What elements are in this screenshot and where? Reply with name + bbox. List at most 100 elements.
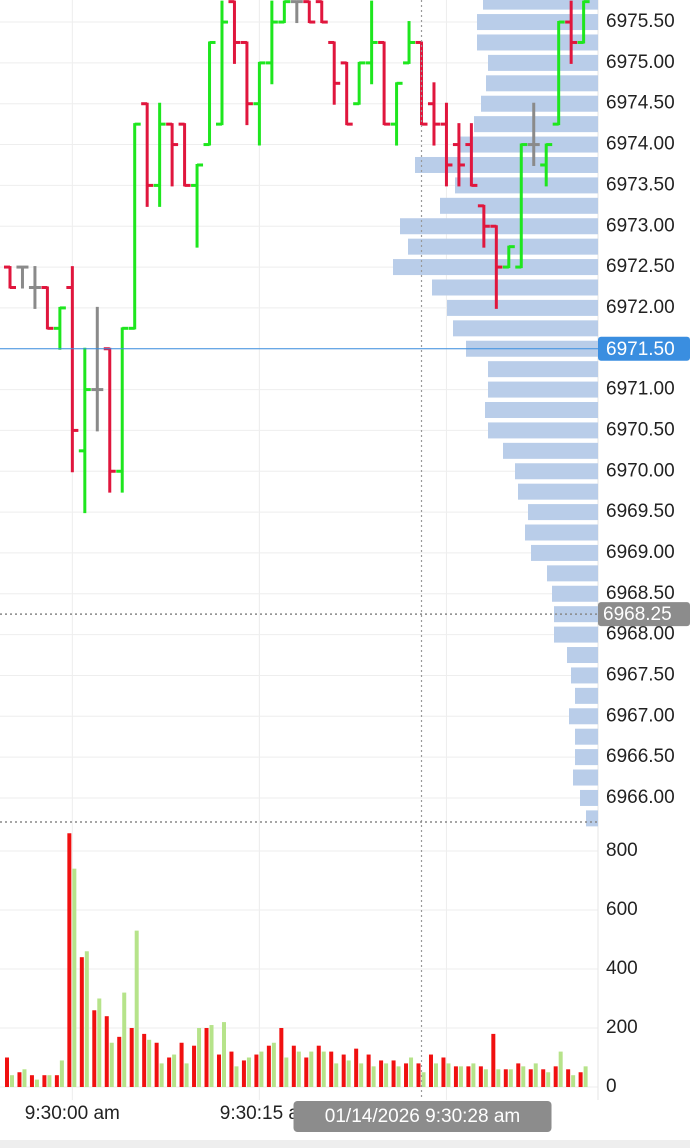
ohlc-bar xyxy=(365,0,378,85)
y-tick-label: 6968.50 xyxy=(606,583,675,604)
ohlc-bar xyxy=(328,40,341,105)
ohlc-bar xyxy=(403,21,416,65)
volume-bar xyxy=(54,1075,59,1087)
volume-bar xyxy=(321,1051,326,1087)
volume-bar xyxy=(241,1060,246,1087)
volume-bar xyxy=(34,1079,39,1087)
ohlc-bar xyxy=(565,0,578,64)
y-tick-label: 6975.50 xyxy=(606,11,675,32)
ohlc-bar xyxy=(16,265,29,289)
profile-bar xyxy=(573,769,598,786)
volume-bar xyxy=(59,1060,64,1087)
ohlc-bar xyxy=(191,163,204,248)
ohlc-bar xyxy=(440,102,453,187)
volume-bar xyxy=(416,1063,421,1087)
y-tick-label: 6974.50 xyxy=(606,93,675,114)
ohlc-bar xyxy=(240,40,253,126)
volume-bar xyxy=(179,1042,184,1087)
x-tick-label: 9:30:15 a xyxy=(220,1103,300,1124)
ohlc-bar xyxy=(490,224,503,309)
volume-bar xyxy=(67,833,72,1087)
profile-bar xyxy=(569,708,598,725)
profile-bar xyxy=(503,442,598,459)
profile-bar xyxy=(528,504,598,521)
volume-bar xyxy=(42,1075,47,1087)
profile-bar xyxy=(575,728,598,745)
volume-bar xyxy=(541,1069,546,1087)
volume-bar xyxy=(304,1057,309,1087)
profile-bar xyxy=(488,54,598,71)
volume-bar xyxy=(147,1039,152,1087)
ohlc-bar xyxy=(153,102,166,207)
ohlc-bar xyxy=(128,122,141,330)
ohlc-bar xyxy=(303,0,316,24)
volume-bar xyxy=(122,992,127,1087)
y-tick-label: 400 xyxy=(606,958,638,979)
crosshair-time-box xyxy=(293,1101,552,1132)
ohlc-bar xyxy=(502,245,515,269)
volume-bar xyxy=(17,1072,22,1087)
ohlc-bar xyxy=(427,82,440,146)
ohlc-bar xyxy=(340,61,353,126)
ohlc-bar xyxy=(315,0,328,24)
ohlc-bar xyxy=(540,143,553,187)
volume-bar xyxy=(172,1054,177,1087)
volume-bar xyxy=(271,1042,276,1087)
volume-bar xyxy=(104,1016,109,1087)
ohlc-bar xyxy=(116,326,129,493)
volume-bar xyxy=(503,1069,508,1087)
volume-bar xyxy=(142,1033,147,1087)
bottom-bar xyxy=(0,1140,690,1148)
profile-bar xyxy=(455,177,598,194)
volume-bar xyxy=(246,1057,251,1087)
profile-bar xyxy=(567,647,598,664)
volume-bar xyxy=(209,1025,214,1087)
ohlc-bar xyxy=(4,265,16,289)
volume-bar xyxy=(84,951,89,1087)
last-price-label: 6971.50 xyxy=(606,339,675,360)
ohlc-bar xyxy=(78,347,91,514)
ohlc-bar xyxy=(527,102,540,166)
y-tick-label: 6966.50 xyxy=(606,746,675,767)
profile-bar xyxy=(453,320,598,337)
ohlc-bar xyxy=(203,40,216,147)
volume-bar xyxy=(458,1066,463,1087)
y-tick-label: 0 xyxy=(606,1076,617,1097)
crosshair-price-label: 6968.25 xyxy=(603,604,672,625)
profile-bar xyxy=(474,116,598,133)
volume-bar xyxy=(47,1075,52,1087)
y-tick-label: 6967.50 xyxy=(606,664,675,685)
profile-bar xyxy=(586,810,598,827)
volume-bar xyxy=(316,1045,321,1087)
volume-bar xyxy=(29,1075,34,1087)
profile-bar xyxy=(580,789,598,806)
profile-bar xyxy=(575,749,598,766)
volume-bar xyxy=(421,1072,426,1087)
ohlc-bar xyxy=(215,0,228,126)
volume-bar xyxy=(566,1069,571,1087)
volume-bar xyxy=(359,1063,364,1087)
profile-bar xyxy=(571,667,598,684)
profile-bar xyxy=(552,585,598,602)
volume-bar xyxy=(478,1066,483,1087)
profile-bar xyxy=(488,361,598,378)
volume-bar xyxy=(234,1066,239,1087)
profile-bar xyxy=(486,75,598,92)
volume-bar xyxy=(346,1060,351,1087)
volume-bar xyxy=(329,1051,334,1087)
y-tick-label: 200 xyxy=(606,1017,638,1038)
volume-bar xyxy=(216,1054,221,1087)
y-tick-label: 6975.00 xyxy=(606,52,675,73)
volume-bar xyxy=(441,1057,446,1087)
volume-bar xyxy=(154,1042,159,1087)
volume-bar xyxy=(72,868,77,1087)
profile xyxy=(393,0,598,827)
volume-bar xyxy=(92,1010,97,1087)
last-price-box xyxy=(598,336,690,361)
volume-bar xyxy=(334,1063,339,1087)
y-tick-label: 6973.50 xyxy=(606,174,675,195)
volume-bar xyxy=(117,1036,122,1087)
volume-bar xyxy=(491,1033,496,1087)
